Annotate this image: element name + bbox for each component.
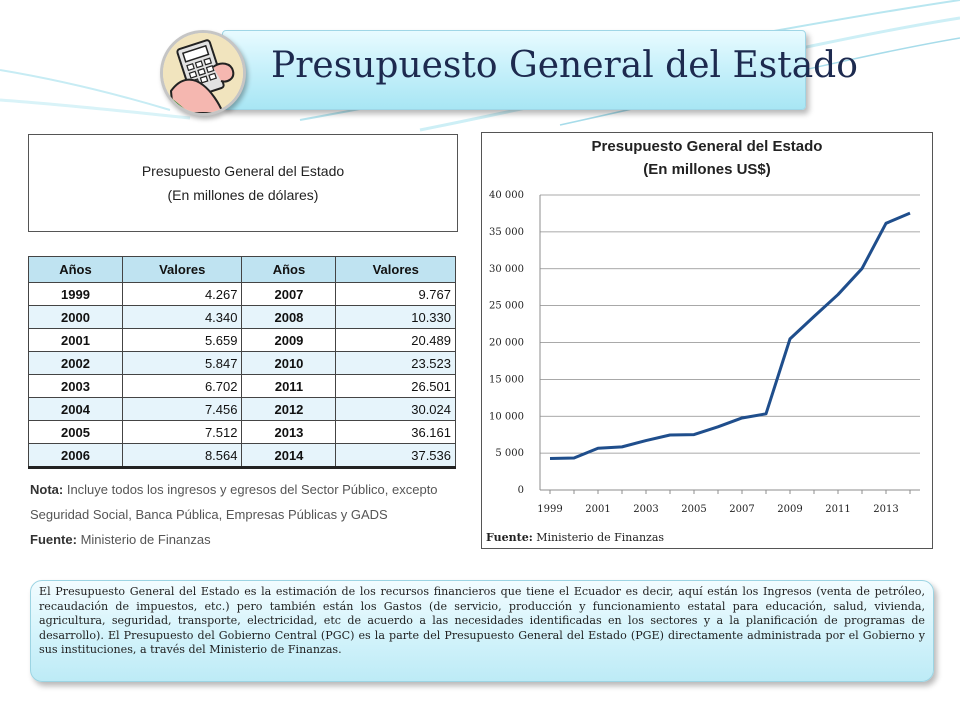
value-cell: 37.536 [335,443,456,469]
table-caption-title: Presupuesto General del Estado [141,163,345,179]
value-cell: 23.523 [335,351,456,375]
y-tick-label: 5 000 [495,448,524,459]
value-cell: 30.024 [335,397,456,421]
year-cell: 2005 [28,420,123,444]
value-cell: 4.340 [121,305,243,329]
year-cell: 2002 [28,351,123,375]
y-tick-label: 10 000 [489,411,524,422]
chart-panel: 0 5 000 10 000 15 000 20 000 25 000 30 000 35 0… [481,132,933,549]
x-tick-label: 2013 [873,504,898,515]
value-cell: 8.564 [121,443,243,469]
table-caption-box: Presupuesto General del Estado (En millo… [28,134,458,232]
series-line [549,211,911,461]
x-tick-label: 2005 [681,504,706,515]
table-source: Fuente: Ministerio de Finanzas [30,527,460,552]
year-cell: 2012 [241,397,337,421]
table-row: 2003 6.702 2011 26.501 [28,374,456,398]
description-panel: El Presupuesto General del Estado es la … [30,580,934,682]
y-tick-label: 30 000 [489,264,524,275]
value-cell: 20.489 [335,328,456,352]
year-cell: 2010 [241,351,337,375]
year-cell: 2003 [28,374,123,398]
value-cell: 7.456 [121,397,243,421]
note-text: Incluye todos los ingresos y egresos del… [63,482,438,497]
source-label: Fuente: [30,532,77,547]
y-tick-label: 35 000 [489,227,524,238]
chart-source-label: Fuente: [486,531,533,544]
year-cell: 2008 [241,305,337,329]
y-tick-label: 20 000 [489,338,524,349]
x-tick-label: 1999 [537,504,562,515]
chart-title: Presupuesto General del Estado [591,138,823,155]
table-row: 2006 8.564 2014 37.536 [28,443,456,469]
chart-source: Fuente: Ministerio de Finanzas [486,531,664,544]
note-label: Nota: [30,482,64,497]
column-header-values-1: Valores [121,256,243,283]
value-cell: 9.767 [335,282,456,306]
year-cell: 2001 [28,328,123,352]
year-cell: 2004 [28,397,123,421]
year-cell: 2013 [241,420,337,444]
column-header-years-1: Años [28,256,123,283]
value-cell: 6.702 [121,374,243,398]
x-tick-label: 2003 [633,504,658,515]
y-tick-label: 25 000 [489,301,524,312]
page-title: Presupuesto General del Estado [271,45,858,86]
x-tick-label: 2009 [777,504,802,515]
table-caption-subtitle: (En millones de dólares) [167,187,319,203]
table-row: 2005 7.512 2013 36.161 [28,420,456,444]
note-line-2: Seguridad Social, Banca Pública, Empresa… [30,507,388,522]
chart-subtitle: (En millones US$) [643,161,771,178]
year-cell: 2007 [241,282,337,306]
value-cell: 5.847 [121,351,243,375]
chart-source-text: Ministerio de Finanzas [532,531,665,544]
table-row: 2002 5.847 2010 23.523 [28,351,456,375]
table-header-row: Años Valores Años Valores [28,256,456,283]
value-cell: 4.267 [121,282,243,306]
year-cell: 2014 [241,443,337,469]
y-tick-label: 15 000 [489,374,524,385]
line-chart: 0 5 000 10 000 15 000 20 000 25 000 30 000 35 0… [489,190,920,515]
table-row: 2001 5.659 2009 20.489 [28,328,456,352]
table-row: 2000 4.340 2008 10.330 [28,305,456,329]
x-tick-label: 2001 [585,504,610,515]
year-cell: 2006 [28,443,123,469]
value-cell: 7.512 [121,420,243,444]
table-row: 1999 4.267 2007 9.767 [28,282,456,306]
title-banner: Presupuesto General del Estado [222,30,858,110]
value-cell: 5.659 [121,328,243,352]
year-cell: 1999 [28,282,123,306]
budget-table: Años Valores Años Valores 1999 4.267 200… [28,256,456,469]
year-cell: 2011 [241,374,337,398]
calculator-hand-icon [160,30,246,116]
source-text: Ministerio de Finanzas [76,532,211,547]
table-row: 2004 7.456 2012 30.024 [28,397,456,421]
value-cell: 10.330 [335,305,456,329]
column-header-values-2: Valores [335,256,456,283]
note-line-1: Nota: Incluye todos los ingresos y egres… [30,477,460,502]
year-cell: 2000 [28,305,123,329]
year-cell: 2009 [241,328,337,352]
description-text: El Presupuesto General del Estado es la … [39,585,925,657]
x-tick-label: 2011 [825,504,850,515]
table-note: Nota: Incluye todos los ingresos y egres… [30,477,460,552]
value-cell: 26.501 [335,374,456,398]
value-cell: 36.161 [335,420,456,444]
y-tick-label: 0 [518,485,524,496]
column-header-years-2: Años [241,256,337,283]
x-tick-label: 2007 [729,504,754,515]
y-tick-label: 40 000 [489,190,524,201]
